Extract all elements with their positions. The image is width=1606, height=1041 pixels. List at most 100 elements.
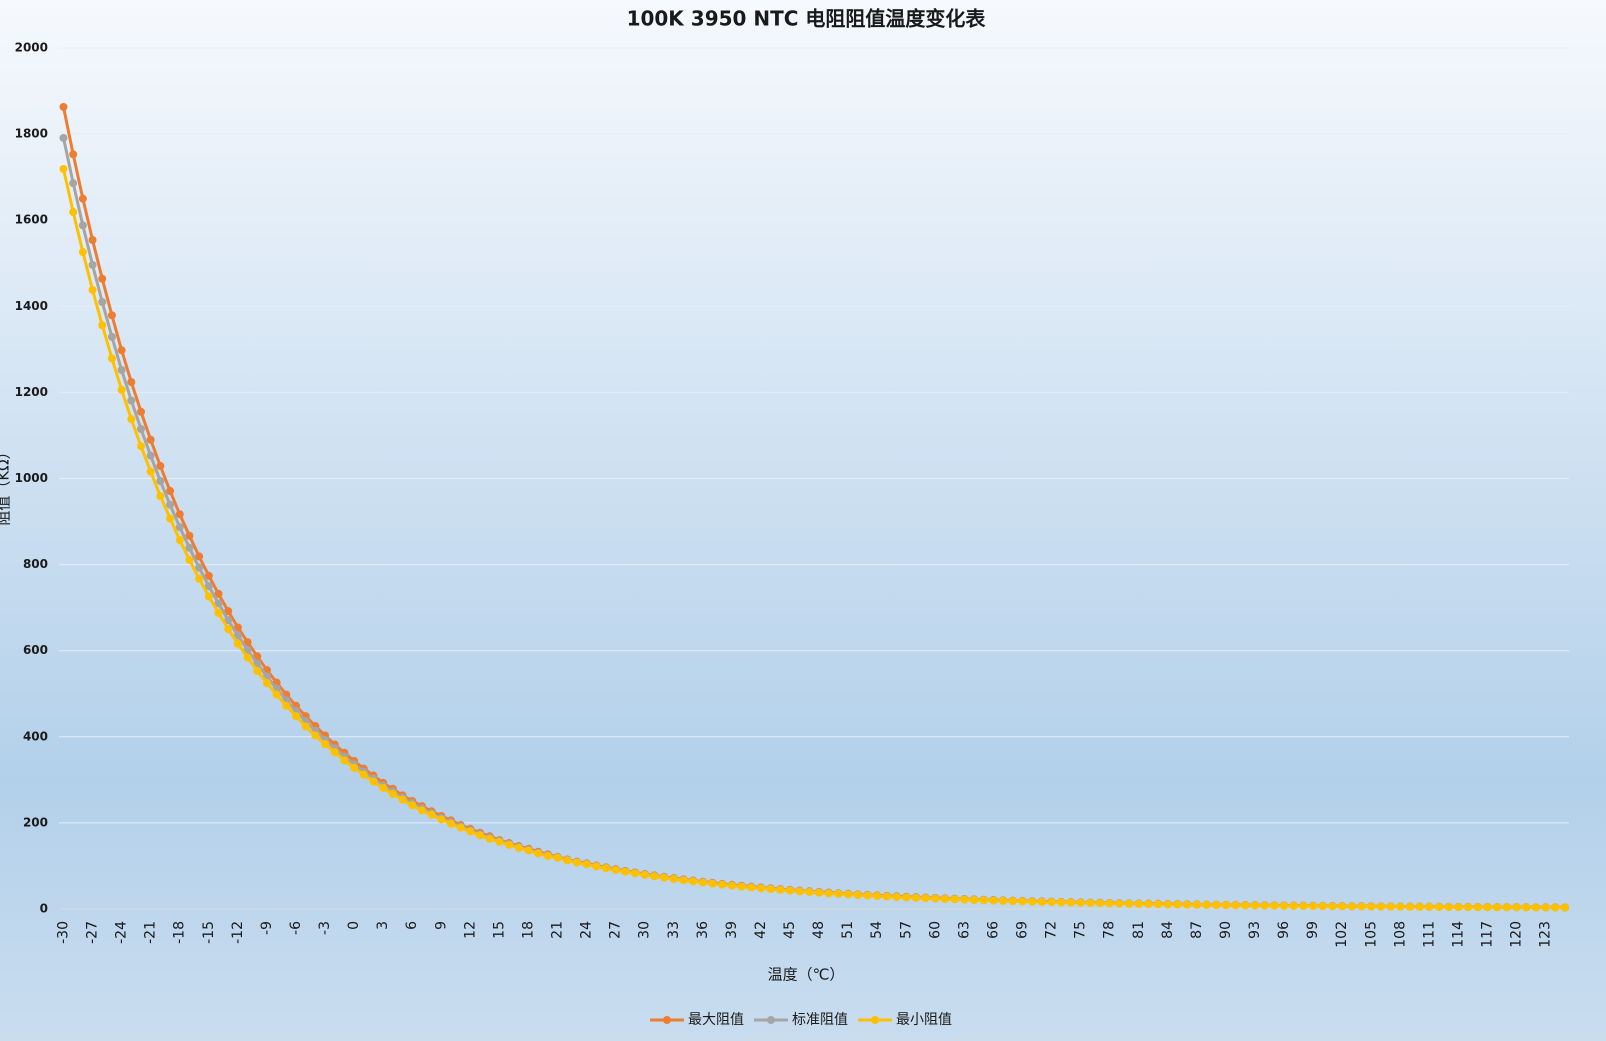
point: [59, 133, 68, 142]
point: [1202, 900, 1211, 909]
point: [1347, 902, 1356, 911]
point: [1338, 902, 1347, 911]
point: [175, 523, 184, 532]
point: [107, 311, 116, 320]
legend-label: 标准阻值: [792, 1012, 848, 1028]
point: [350, 763, 359, 772]
point: [214, 599, 223, 608]
point: [78, 221, 87, 230]
point: [195, 563, 204, 572]
point: [224, 607, 233, 616]
point: [1008, 897, 1017, 906]
x-tick-label: 69: [1015, 921, 1031, 939]
point: [979, 896, 988, 905]
point: [534, 849, 543, 858]
point: [698, 878, 707, 887]
point: [543, 852, 552, 861]
y-tick-label: 1400: [15, 299, 48, 313]
point: [204, 571, 213, 580]
x-tick-label: 93: [1247, 921, 1263, 939]
point: [175, 510, 184, 519]
point: [466, 827, 475, 836]
x-tick-label: 57: [898, 921, 914, 939]
point: [156, 477, 165, 486]
x-tick-label: -24: [114, 921, 130, 944]
point: [1367, 902, 1376, 911]
x-tick-label: 90: [1218, 921, 1234, 939]
point: [136, 407, 145, 416]
point: [611, 866, 620, 875]
chart-title: 100K 3950 NTC 电阻阻值温度变化表: [627, 7, 987, 31]
point: [756, 884, 765, 893]
point: [679, 876, 688, 885]
point: [127, 378, 136, 387]
legend-marker: [663, 1016, 671, 1024]
point: [146, 435, 155, 444]
x-tick-label: -21: [143, 921, 159, 944]
y-tick-label: 1200: [15, 385, 48, 399]
point: [553, 853, 562, 862]
y-tick-label: 2000: [15, 41, 48, 55]
x-tick-label: 27: [608, 921, 624, 939]
point: [1444, 903, 1453, 912]
point: [485, 834, 494, 843]
point: [1192, 900, 1201, 909]
x-tick-label: 75: [1073, 921, 1089, 939]
point: [1260, 901, 1269, 910]
legend-label: 最小阻值: [896, 1012, 952, 1028]
point: [369, 777, 378, 786]
x-tick-label: 0: [346, 921, 362, 930]
point: [601, 864, 610, 873]
point: [1493, 903, 1502, 912]
point: [640, 870, 649, 879]
point: [1134, 899, 1143, 908]
point: [941, 894, 950, 903]
x-tick-label: 42: [753, 921, 769, 939]
x-tick-label: 9: [433, 921, 449, 930]
legend-label: 最大阻值: [688, 1012, 744, 1028]
point: [931, 894, 940, 903]
point: [59, 164, 68, 173]
x-tick-label: 105: [1363, 921, 1379, 948]
point: [1531, 903, 1540, 912]
point: [1066, 898, 1075, 907]
point: [1425, 902, 1434, 911]
y-tick-label: 800: [23, 557, 48, 571]
point: [1522, 903, 1531, 912]
point: [1357, 902, 1366, 911]
point: [146, 451, 155, 460]
point: [185, 543, 194, 552]
point: [1144, 900, 1153, 909]
point: [195, 552, 204, 561]
x-tick-label: 72: [1044, 921, 1060, 939]
point: [689, 877, 698, 886]
x-tick-label: 48: [811, 921, 827, 939]
point: [311, 731, 320, 740]
x-axis-title: 温度（℃）: [768, 966, 845, 984]
point: [1096, 899, 1105, 908]
point: [970, 896, 979, 905]
x-tick-label: 39: [724, 921, 740, 939]
point: [1289, 901, 1298, 910]
x-tick-label: 36: [695, 921, 711, 939]
legend: 最大阻值 标准阻值 最小阻值: [650, 1012, 952, 1028]
point: [98, 297, 107, 306]
point: [1376, 902, 1385, 911]
point: [592, 862, 601, 871]
point: [136, 442, 145, 451]
point: [107, 354, 116, 363]
point: [69, 150, 78, 159]
point: [195, 574, 204, 583]
point: [456, 823, 465, 832]
point: [446, 819, 455, 828]
y-tick-label: 0: [40, 902, 48, 916]
x-tick-label: 18: [520, 921, 536, 939]
point: [156, 462, 165, 471]
point: [136, 424, 145, 433]
x-tick-label: 84: [1160, 921, 1176, 939]
point: [417, 806, 426, 815]
point: [1183, 900, 1192, 909]
series: [59, 164, 1569, 912]
